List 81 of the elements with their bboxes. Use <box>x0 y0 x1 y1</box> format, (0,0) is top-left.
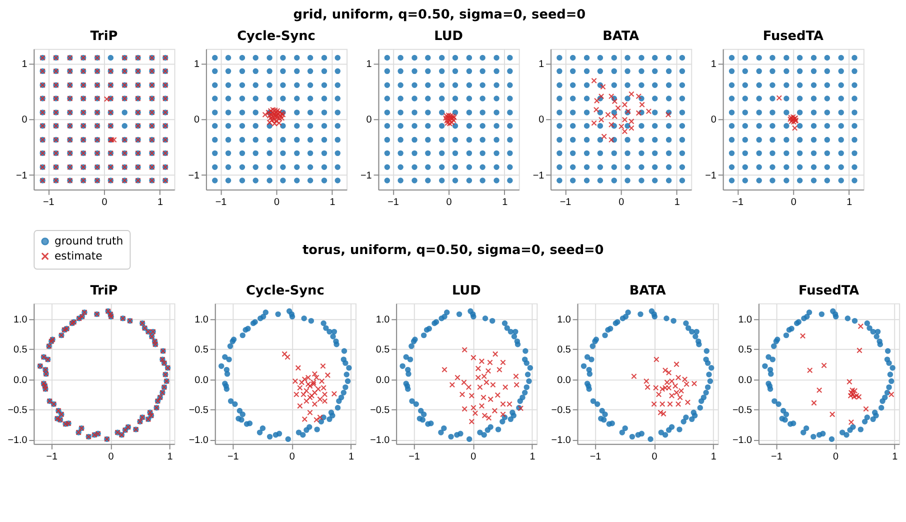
x-tick-label: 1 <box>530 451 536 462</box>
chart-title: FusedTA <box>762 28 824 44</box>
x-tick-label: 0 <box>618 196 625 208</box>
y-tick-label: 0.5 <box>557 344 572 356</box>
y-tick-label: 0.5 <box>13 344 28 356</box>
y-tick-label: 0 <box>710 114 717 126</box>
y-tick-label: −1.0 <box>551 435 572 446</box>
y-tick-label: 0.0 <box>194 374 209 386</box>
y-tick-label: 0.0 <box>13 374 28 386</box>
chart-title: Cycle-Sync <box>237 28 316 44</box>
chart-title: BATA <box>629 283 666 298</box>
y-tick-label: −1.0 <box>732 435 753 446</box>
y-tick-label: −1 <box>188 170 200 182</box>
y-tick-label: −1.0 <box>8 435 28 446</box>
y-tick-label: 0 <box>22 114 28 126</box>
legend-label: ground truth <box>54 234 124 248</box>
x-tick-label: 1 <box>167 451 174 462</box>
text: grid, uniform, q=0.50, sigma=0, seed=0 <box>293 8 586 23</box>
y-tick-label: 0 <box>366 114 372 126</box>
y-tick-label: 1 <box>710 58 717 70</box>
chart-title: LUD <box>452 283 481 298</box>
x-tick-label: −1 <box>388 196 400 208</box>
y-tick-label: −1 <box>360 170 372 182</box>
y-tick-label: 1.0 <box>194 314 209 326</box>
y-tick-label: 0.0 <box>376 374 390 386</box>
chart-title: TriP <box>90 28 118 44</box>
y-tick-label: 1.0 <box>376 314 390 326</box>
x-tick-label: −1 <box>227 451 240 462</box>
y-tick-label: −1.0 <box>370 435 390 446</box>
text: torus, uniform, q=0.50, sigma=0, seed=0 <box>302 242 604 258</box>
y-tick-label: 0.0 <box>738 374 753 386</box>
y-tick-label: 1 <box>194 58 200 70</box>
x-tick-label: 0 <box>652 451 658 462</box>
x-tick-label: 1 <box>846 196 853 208</box>
x-tick-label: −1 <box>771 451 783 462</box>
y-tick-label: 0.5 <box>738 344 753 356</box>
y-tick-label: 0.0 <box>557 374 572 386</box>
y-tick-label: 0.5 <box>376 344 390 356</box>
x-tick-label: 0 <box>833 451 840 462</box>
x-tick-label: 1 <box>330 196 336 208</box>
y-tick-label: −0.5 <box>551 404 572 416</box>
y-tick-label: −0.5 <box>188 404 209 416</box>
x-tick-label: 1 <box>674 196 680 208</box>
y-tick-label: −1 <box>16 170 28 182</box>
chart-title: FusedTA <box>798 283 860 298</box>
y-tick-label: −0.5 <box>8 404 28 416</box>
y-tick-label: 1 <box>22 58 28 70</box>
y-tick-label: 1.0 <box>738 314 753 326</box>
y-tick-label: 1.0 <box>557 314 572 326</box>
x-tick-label: −1 <box>590 451 602 462</box>
x-tick-label: 0 <box>446 196 452 208</box>
y-tick-label: 0.5 <box>194 344 209 356</box>
chart-title: BATA <box>602 28 640 44</box>
y-tick-label: −0.5 <box>370 404 390 416</box>
x-tick-label: −1 <box>408 451 420 462</box>
chart-title: Cycle-Sync <box>246 283 324 298</box>
y-tick-label: −1 <box>532 170 545 182</box>
chart-title: LUD <box>434 28 463 44</box>
x-tick-label: 0 <box>108 451 114 462</box>
x-tick-label: 1 <box>502 196 508 208</box>
y-tick-label: −1 <box>705 170 717 182</box>
y-tick-label: −0.5 <box>732 404 753 416</box>
x-tick-label: 0 <box>102 196 108 208</box>
y-tick-label: 1.0 <box>13 314 28 326</box>
y-tick-label: 0 <box>538 114 545 126</box>
y-tick-label: −1.0 <box>188 435 209 446</box>
x-tick-label: 0 <box>470 451 477 462</box>
y-tick-label: 0 <box>194 114 200 126</box>
x-tick-label: 1 <box>892 451 898 462</box>
chart-title: TriP <box>90 283 118 298</box>
y-tick-label: 1 <box>366 58 372 70</box>
x-tick-label: −1 <box>43 196 55 208</box>
legend-label: estimate <box>54 249 103 262</box>
x-tick-label: 1 <box>348 451 354 462</box>
x-tick-label: 0 <box>790 196 797 208</box>
x-tick-label: 0 <box>274 196 280 208</box>
x-tick-label: −1 <box>46 451 58 462</box>
x-tick-label: 0 <box>289 451 296 462</box>
y-tick-label: 1 <box>538 58 545 70</box>
x-tick-label: −1 <box>215 196 228 208</box>
x-tick-label: 1 <box>158 196 164 208</box>
